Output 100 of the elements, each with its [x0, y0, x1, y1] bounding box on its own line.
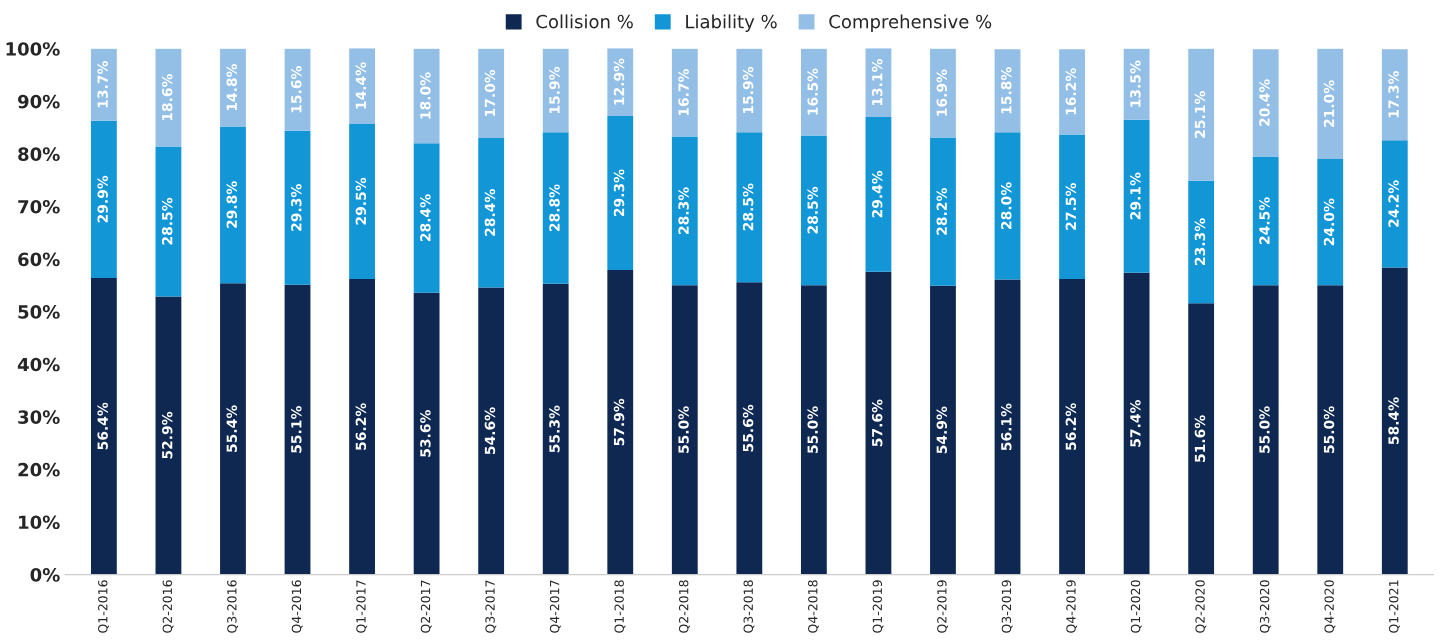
x-tick-label: Q2-2020	[1195, 580, 1207, 633]
bar	[800, 48, 827, 136]
data-label: 15.9%	[742, 66, 754, 114]
x-tick-label: Q2-2018	[678, 580, 690, 633]
y-tick-label: 10%	[19, 515, 60, 530]
y-tick-label: 40%	[17, 357, 60, 372]
data-label: 55.3%	[549, 405, 560, 453]
data-label: 56.4%	[97, 402, 108, 450]
data-label: 25.1%	[1194, 91, 1206, 138]
data-label: 28.8%	[549, 184, 560, 232]
data-label: 55.0%	[1323, 406, 1335, 453]
bar	[930, 285, 956, 575]
bar	[1059, 134, 1085, 280]
bar	[930, 48, 956, 138]
bar	[736, 48, 763, 133]
bar	[800, 285, 827, 575]
data-label: 57.6%	[871, 399, 883, 447]
data-label: 55.4%	[226, 405, 238, 452]
data-label: 13.5%	[1130, 60, 1141, 107]
data-label: 54.9%	[936, 406, 948, 454]
bar	[413, 48, 440, 144]
x-tick-label: Q2-2019	[937, 580, 949, 633]
bar	[90, 120, 117, 278]
bar	[220, 48, 246, 127]
data-label: 15.8%	[1001, 67, 1012, 114]
x-tick-label: Q4-2019	[1066, 580, 1078, 633]
y-tick-label: 60%	[18, 252, 60, 267]
bar	[349, 123, 375, 280]
x-tick-label: Q1-2016	[98, 580, 109, 633]
bar	[1317, 159, 1344, 286]
data-label: 57.9%	[613, 398, 625, 446]
bar	[284, 284, 311, 575]
x-tick-label: Q3-2016	[227, 580, 239, 633]
data-label: 20.4%	[1259, 79, 1270, 126]
bar	[1381, 49, 1408, 141]
bar	[994, 132, 1021, 280]
bar	[1188, 48, 1215, 181]
bar	[800, 135, 827, 286]
data-label: 29.4%	[871, 170, 883, 218]
x-tick-label: Q1-2020	[1130, 580, 1142, 633]
data-label: 53.6%	[420, 409, 431, 457]
bar	[607, 270, 634, 575]
data-label: 14.8%	[226, 63, 238, 111]
bar	[542, 283, 569, 575]
data-label: 52.9%	[161, 411, 173, 459]
bar	[1123, 48, 1150, 120]
bar	[284, 130, 311, 285]
x-tick-label: Q4-2018	[808, 580, 819, 633]
x-tick-label: Q3-2017	[485, 580, 497, 633]
data-label: 55.0%	[1259, 406, 1270, 453]
legend-label: Liability %	[686, 14, 777, 32]
bar	[413, 143, 440, 293]
data-label: 16.7%	[678, 68, 689, 116]
data-label: 29.3%	[291, 184, 302, 231]
data-label: 55.1%	[291, 406, 302, 453]
data-label: 23.3%	[1194, 218, 1206, 265]
data-label: 13.1%	[871, 58, 883, 106]
bar	[1252, 285, 1279, 575]
data-label: 16.2%	[1065, 68, 1077, 115]
x-tick-label: Q1-2018	[614, 580, 626, 633]
bar	[1252, 49, 1279, 157]
data-label: 28.4%	[420, 194, 431, 242]
bar	[736, 282, 763, 575]
bar	[671, 136, 698, 286]
bar	[220, 283, 246, 575]
data-label: 28.3%	[678, 187, 689, 234]
bar	[994, 279, 1021, 575]
x-tick-label: Q4-2020	[1324, 580, 1336, 633]
data-label: 55.0%	[678, 406, 689, 453]
bar	[155, 146, 182, 297]
bar	[349, 279, 375, 575]
bar	[1317, 285, 1344, 575]
bar	[90, 48, 117, 121]
data-label: 54.6%	[484, 407, 496, 455]
data-label: 28.5%	[161, 197, 173, 245]
data-label: 17.0%	[484, 69, 496, 116]
y-tick-label: 30%	[18, 410, 60, 424]
bar	[865, 117, 892, 272]
bar	[349, 48, 375, 124]
data-label: 15.6%	[291, 66, 302, 113]
x-tick-label: Q1-2017	[356, 580, 368, 633]
x-tick-label: Q4-2016	[291, 580, 303, 633]
bar	[220, 126, 246, 284]
data-label: 21.0%	[1323, 80, 1335, 127]
data-label: 55.0%	[807, 406, 818, 453]
y-tick-label: 20%	[18, 462, 60, 477]
y-tick-label: 70%	[18, 199, 60, 214]
x-tick-label: Q4-2017	[549, 580, 561, 633]
x-tick-label: Q3-2019	[1001, 580, 1013, 633]
legend-label: Comprehensive %	[829, 14, 992, 32]
data-label: 28.0%	[1001, 182, 1012, 229]
data-label: 28.4%	[484, 189, 496, 236]
bar	[1381, 140, 1408, 268]
data-label: 28.5%	[807, 186, 818, 234]
bar	[542, 132, 569, 284]
data-label: 24.5%	[1259, 197, 1270, 244]
data-label: 56.2%	[1065, 403, 1077, 450]
data-label: 18.0%	[420, 72, 431, 119]
data-label: 56.1%	[1001, 403, 1012, 451]
data-label: 12.9%	[613, 58, 625, 105]
